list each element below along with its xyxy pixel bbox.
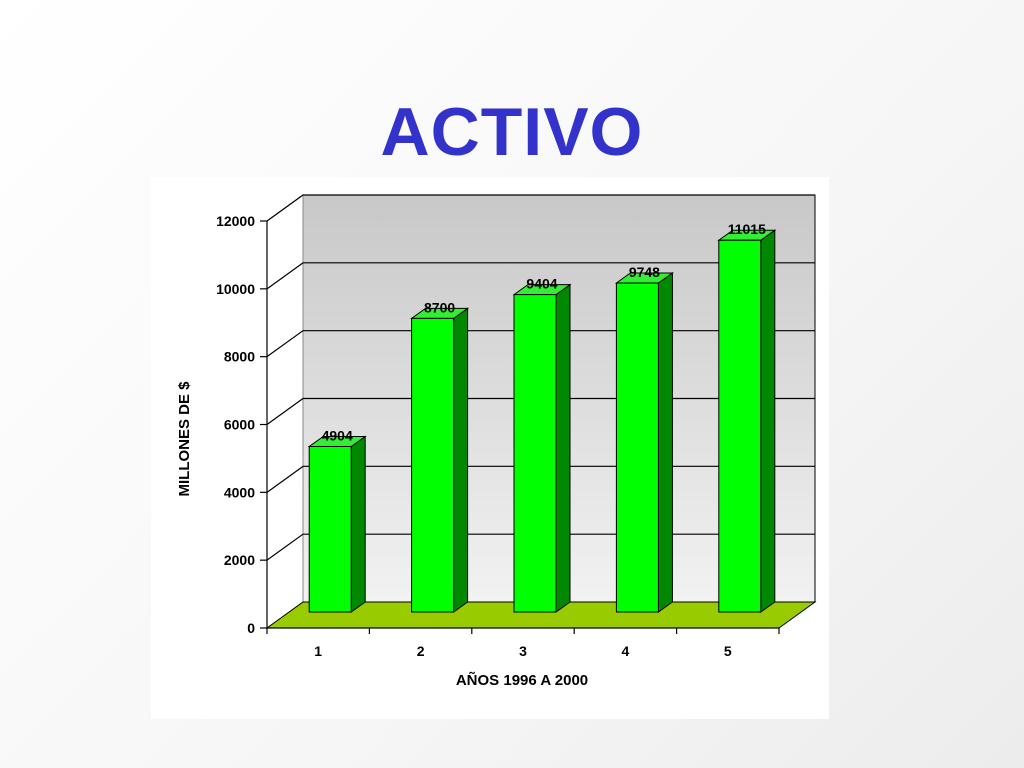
x-tick-label: 3 [519, 643, 527, 659]
x-tick-label: 2 [417, 643, 425, 659]
bar-side-1 [350, 435, 366, 613]
x-tick-label: 1 [314, 643, 322, 659]
bar-side-3 [555, 283, 571, 613]
gridline [266, 262, 815, 290]
bar-5 [718, 239, 762, 613]
y-tick-label: 2000 [224, 552, 255, 568]
x-tick-label: 5 [724, 643, 732, 659]
data-label: 9404 [526, 276, 557, 292]
data-label: 11015 [728, 221, 766, 237]
data-label: 8700 [424, 299, 455, 315]
chart-panel: 0 2000 4000 6000 8000 10000 12000 1 2 3 4 5 4904 870… [151, 177, 829, 719]
bars [307, 229, 777, 613]
bar-side-4 [657, 272, 673, 613]
slide-title: ACTIVO [380, 94, 644, 170]
bar-3 [513, 294, 557, 613]
data-label: 9748 [629, 264, 660, 280]
data-labels: 4904 8700 9404 9748 11015 [322, 221, 766, 443]
y-tick-label: 6000 [224, 417, 255, 433]
bar-2 [411, 317, 455, 613]
gridline [266, 194, 815, 222]
y-axis-title: MILLONES DE $ [176, 381, 193, 497]
x-axis-title: AÑOS 1996 A 2000 [456, 671, 588, 689]
axes: 0 2000 4000 6000 8000 10000 12000 1 2 3 4 5 [216, 213, 780, 659]
bar-side-2 [453, 307, 469, 613]
y-tick-label: 0 [247, 620, 255, 636]
bar-4 [615, 282, 659, 613]
data-label: 4904 [322, 427, 353, 443]
y-tick-label: 12000 [216, 213, 255, 229]
y-tick-label: 10000 [216, 281, 255, 297]
x-tick-label: 4 [622, 643, 630, 659]
y-tick-label: 4000 [224, 484, 255, 500]
y-tick-label: 8000 [224, 349, 255, 365]
bar-chart: 0 2000 4000 6000 8000 10000 12000 1 2 3 4 5 4904 870… [176, 194, 817, 689]
bar-side-5 [760, 229, 776, 613]
bar-1 [308, 445, 352, 613]
